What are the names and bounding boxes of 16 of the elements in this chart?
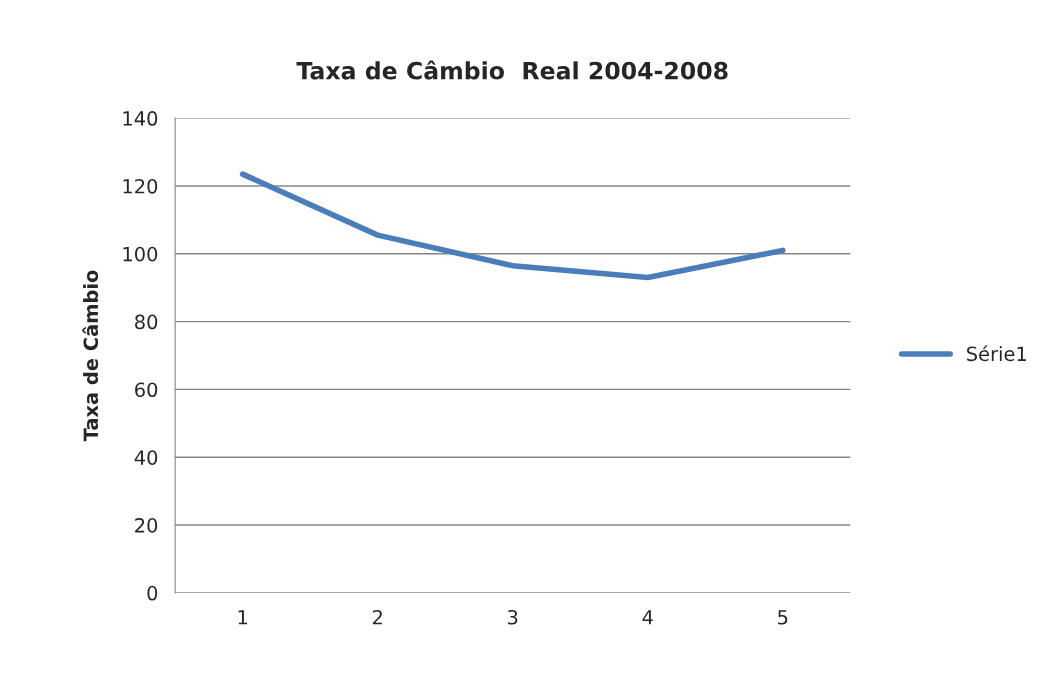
y-tick-label: 80 — [135, 314, 158, 330]
legend-label: Série1 — [967, 345, 1026, 362]
y-tick-label: 60 — [135, 382, 158, 398]
y-tick-label: 120 — [123, 178, 158, 194]
y-axis-title: Taxa de Câmbio — [82, 270, 99, 442]
x-tick-label: 4 — [642, 610, 653, 625]
x-tick-label: 2 — [372, 609, 382, 625]
y-tick-label: 140 — [123, 111, 158, 126]
chart-title: Taxa de Câmbio Real 2004-2008 — [296, 60, 728, 80]
y-tick-label: 40 — [134, 450, 158, 465]
y-tick-label: 0 — [147, 585, 158, 601]
x-tick-label: 5 — [778, 610, 788, 625]
y-tick-label: 20 — [135, 518, 158, 533]
y-tick-label: 100 — [123, 246, 158, 262]
x-tick-label: 3 — [508, 609, 518, 625]
x-tick-label: 1 — [238, 610, 248, 625]
